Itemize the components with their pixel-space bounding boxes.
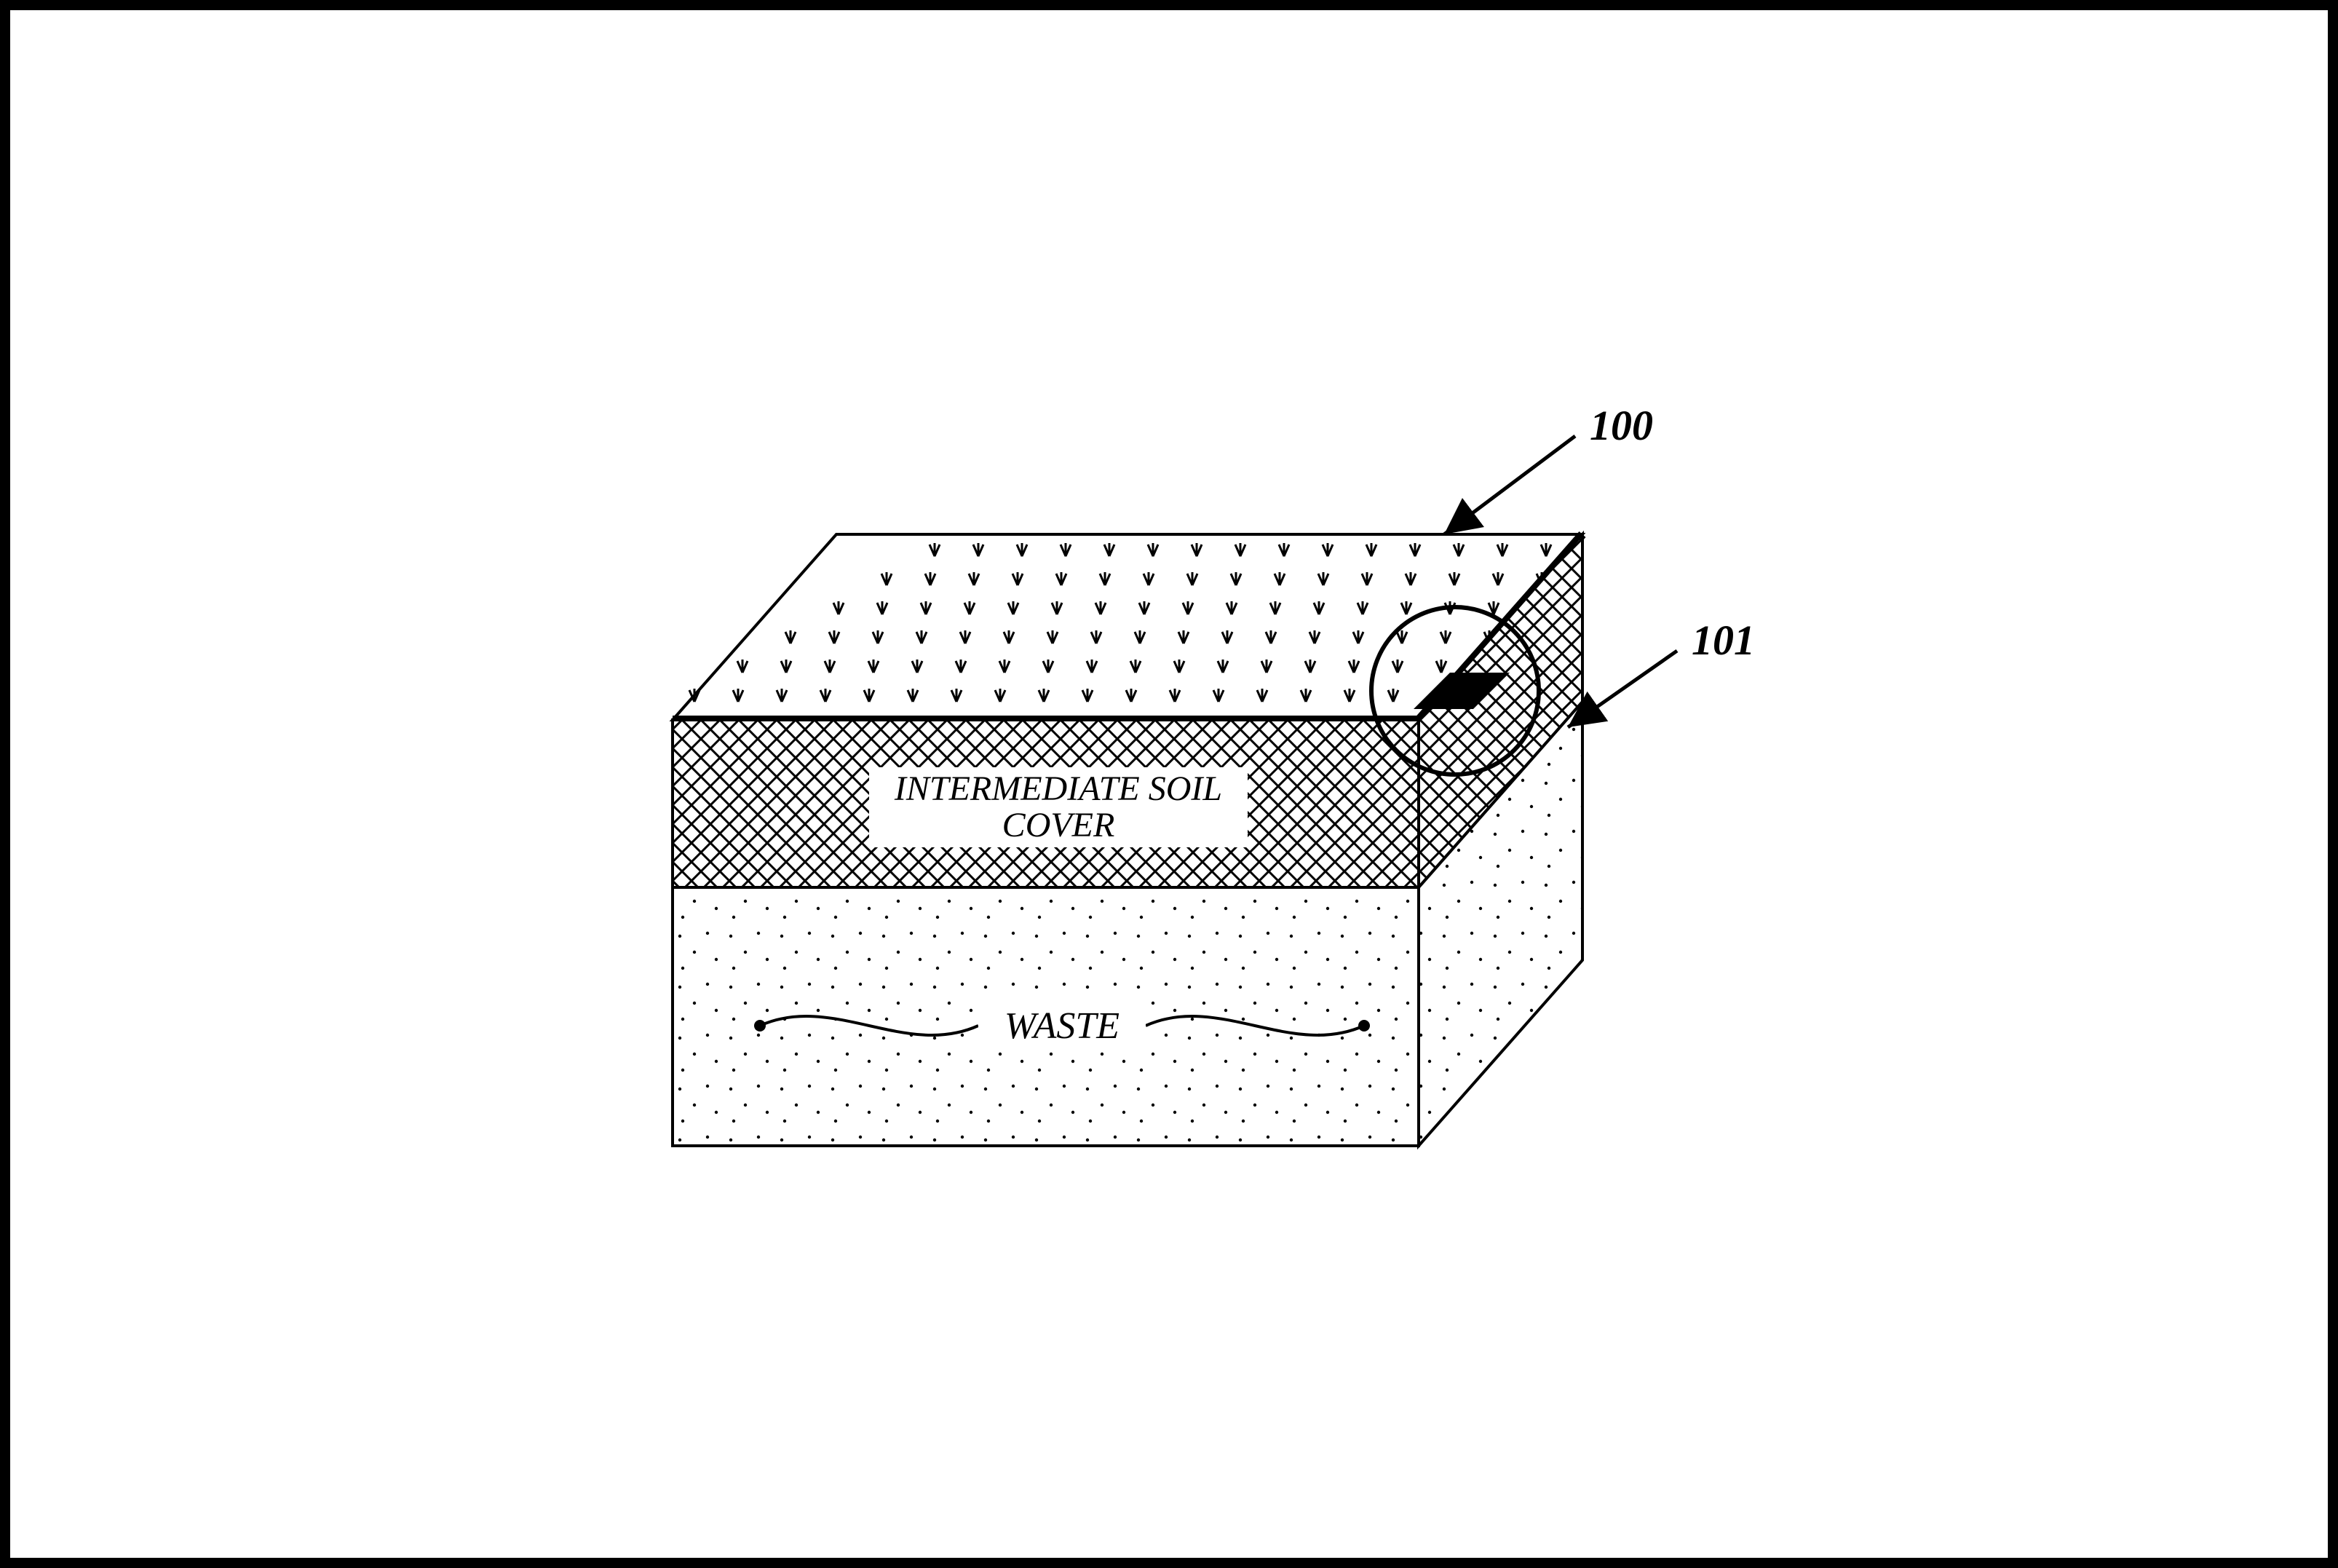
annotation-101-text: 101	[1692, 617, 1755, 664]
soil-cover-label-line2: COVER	[1002, 806, 1115, 844]
annotation-101: 101	[1568, 617, 1755, 727]
soil-cover-front: INTERMEDIATE SOIL COVER	[673, 720, 1419, 887]
annotation-100: 100	[1444, 402, 1653, 534]
waste-label: WASTE	[1004, 1005, 1120, 1047]
soil-cover-label-line1: INTERMEDIATE SOIL	[894, 769, 1222, 808]
outer-frame: INTERMEDIATE SOIL COVER WASTE 100 101	[0, 0, 2338, 1568]
diagram-svg: INTERMEDIATE SOIL COVER WASTE 100 101	[10, 10, 2328, 1558]
annotation-100-text: 100	[1590, 402, 1653, 449]
waste-front: WASTE	[673, 887, 1419, 1146]
